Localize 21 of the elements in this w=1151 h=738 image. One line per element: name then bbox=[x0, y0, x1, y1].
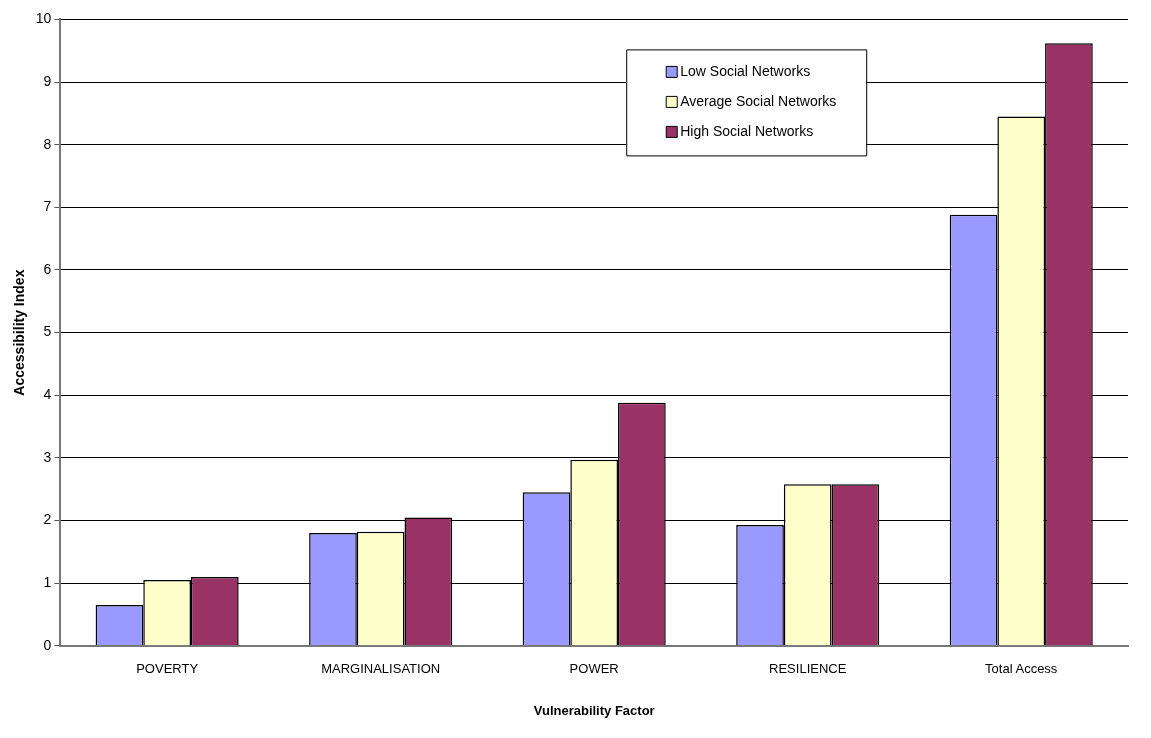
x-axis-title: Vulnerability Factor bbox=[533, 702, 655, 718]
x-tick-label: MARGINALISATION bbox=[321, 661, 441, 677]
x-tick-label: RESILIENCE bbox=[769, 661, 847, 677]
y-tick-label: 6 bbox=[43, 260, 52, 277]
x-tick-label: POVERTY bbox=[136, 661, 199, 677]
y-tick-label: 1 bbox=[43, 574, 52, 591]
legend-label: Average Social Networks bbox=[680, 93, 837, 110]
y-tick-label: 2 bbox=[43, 511, 52, 528]
legend-label: Low Social Networks bbox=[680, 63, 811, 80]
y-tick-label: 7 bbox=[43, 198, 52, 215]
legend-label: High Social Networks bbox=[680, 123, 814, 140]
y-tick-label: 4 bbox=[43, 386, 52, 403]
y-axis-title: Accessibility Index bbox=[11, 269, 28, 396]
y-tick-label: 5 bbox=[43, 323, 52, 340]
y-tick-label: 3 bbox=[43, 448, 52, 465]
y-tick-label: 9 bbox=[43, 72, 52, 89]
x-tick-label: Total Access bbox=[985, 661, 1058, 677]
y-tick-label: 8 bbox=[43, 135, 52, 152]
x-tick-label: POWER bbox=[569, 661, 619, 677]
y-tick-label: 10 bbox=[35, 10, 52, 27]
y-tick-label: 0 bbox=[43, 636, 52, 653]
